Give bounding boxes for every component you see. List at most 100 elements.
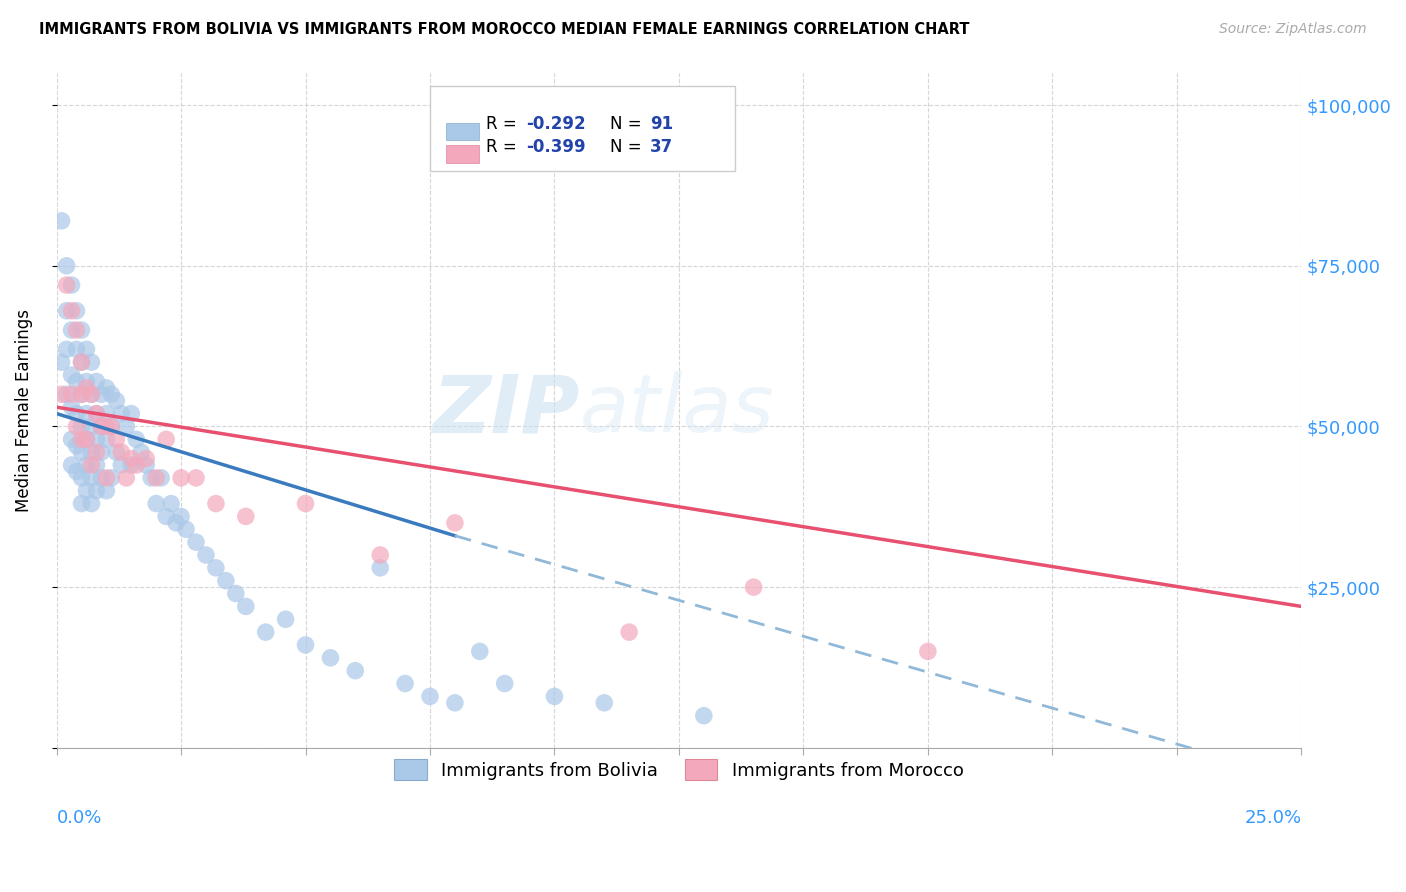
Point <box>70 471 93 485</box>
Y-axis label: Median Female Earnings: Median Female Earnings <box>15 309 32 512</box>
Point <box>105 445 128 459</box>
Point <box>65 375 87 389</box>
Point <box>294 638 316 652</box>
Point <box>141 471 163 485</box>
Point <box>76 381 98 395</box>
Point <box>96 419 118 434</box>
Point <box>135 451 157 466</box>
Point <box>65 465 87 479</box>
Point <box>76 483 98 498</box>
Point <box>215 574 238 588</box>
Point <box>110 407 132 421</box>
Legend: Immigrants from Bolivia, Immigrants from Morocco: Immigrants from Bolivia, Immigrants from… <box>387 752 972 788</box>
Point <box>80 419 103 434</box>
Point <box>90 471 112 485</box>
Point <box>51 214 73 228</box>
Point <box>70 355 93 369</box>
Point <box>65 303 87 318</box>
Text: R =: R = <box>486 115 522 133</box>
Point <box>65 343 87 357</box>
Text: IMMIGRANTS FROM BOLIVIA VS IMMIGRANTS FROM MOROCCO MEDIAN FEMALE EARNINGS CORREL: IMMIGRANTS FROM BOLIVIA VS IMMIGRANTS FR… <box>39 22 970 37</box>
Point <box>96 407 118 421</box>
Point <box>76 432 98 446</box>
Text: 25.0%: 25.0% <box>1244 809 1302 827</box>
Point <box>205 561 228 575</box>
Point <box>60 368 83 382</box>
Point <box>76 458 98 472</box>
Point <box>145 497 167 511</box>
Point <box>115 471 138 485</box>
Text: 37: 37 <box>651 137 673 155</box>
Point <box>110 458 132 472</box>
Point <box>468 644 491 658</box>
Point <box>254 625 277 640</box>
Text: N =: N = <box>610 115 647 133</box>
FancyBboxPatch shape <box>446 145 478 162</box>
Point <box>105 432 128 446</box>
Point <box>319 650 342 665</box>
Point <box>160 497 183 511</box>
Point <box>55 343 77 357</box>
Point <box>368 561 391 575</box>
Point <box>105 393 128 408</box>
Point <box>80 387 103 401</box>
Point <box>70 445 93 459</box>
Point <box>60 458 83 472</box>
Point <box>100 387 122 401</box>
Point <box>65 419 87 434</box>
Point <box>86 407 108 421</box>
Point <box>225 586 247 600</box>
Point <box>205 497 228 511</box>
Point <box>170 471 193 485</box>
Point <box>65 439 87 453</box>
Point <box>70 387 93 401</box>
Point <box>194 548 217 562</box>
Point <box>394 676 416 690</box>
Point <box>80 355 103 369</box>
Point <box>184 471 207 485</box>
Text: -0.399: -0.399 <box>526 137 585 155</box>
Point <box>65 407 87 421</box>
Point <box>170 509 193 524</box>
Point <box>155 509 177 524</box>
Point <box>96 483 118 498</box>
Point <box>100 471 122 485</box>
Point <box>617 625 640 640</box>
Point <box>76 407 98 421</box>
Point <box>120 458 142 472</box>
Text: Source: ZipAtlas.com: Source: ZipAtlas.com <box>1219 22 1367 37</box>
Point <box>96 471 118 485</box>
Point <box>368 548 391 562</box>
Point <box>70 323 93 337</box>
Point <box>110 445 132 459</box>
Point <box>80 458 103 472</box>
Point <box>55 259 77 273</box>
FancyBboxPatch shape <box>446 123 478 140</box>
Text: 91: 91 <box>651 115 673 133</box>
Point <box>86 375 108 389</box>
Point <box>70 432 93 446</box>
Point <box>742 580 765 594</box>
Point <box>96 432 118 446</box>
Point <box>70 387 93 401</box>
Point <box>60 432 83 446</box>
Point <box>90 387 112 401</box>
Point <box>593 696 616 710</box>
Point <box>55 303 77 318</box>
Point <box>235 509 257 524</box>
Point <box>80 497 103 511</box>
Point <box>494 676 516 690</box>
Point <box>55 387 77 401</box>
Point <box>70 355 93 369</box>
Point <box>274 612 297 626</box>
Point <box>174 522 197 536</box>
Point <box>76 343 98 357</box>
Point <box>86 407 108 421</box>
Point <box>86 458 108 472</box>
Point <box>543 690 565 704</box>
Point <box>60 387 83 401</box>
Point <box>86 483 108 498</box>
Point <box>120 407 142 421</box>
Point <box>60 323 83 337</box>
Point <box>120 451 142 466</box>
